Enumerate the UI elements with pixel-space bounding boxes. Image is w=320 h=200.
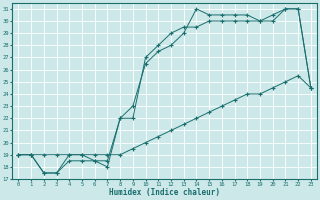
X-axis label: Humidex (Indice chaleur): Humidex (Indice chaleur) [109,188,220,197]
